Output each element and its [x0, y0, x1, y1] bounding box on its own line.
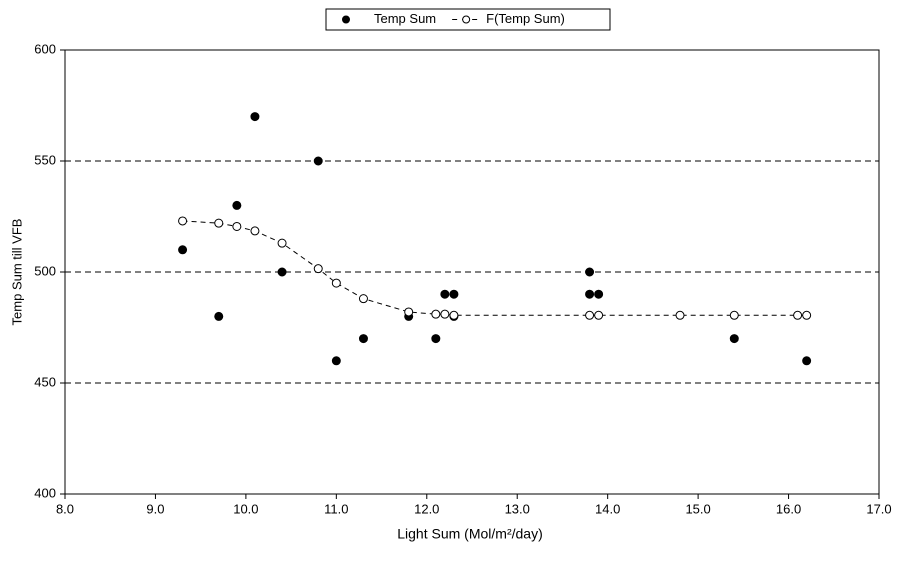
- x-tick-label: 15.0: [685, 501, 710, 516]
- data-point: [449, 289, 459, 299]
- data-point: [585, 267, 595, 277]
- data-point: [313, 264, 323, 274]
- x-tick-label: 11.0: [324, 501, 348, 516]
- data-point: [594, 289, 604, 299]
- x-tick-label: 13.0: [505, 501, 530, 516]
- data-point: [214, 218, 224, 228]
- data-point: [277, 267, 287, 277]
- data-point: [313, 156, 323, 166]
- data-point: [250, 112, 260, 122]
- data-point: [802, 310, 812, 320]
- data-point: [431, 334, 441, 344]
- x-axis-label: Light Sum (Mol/m²/day): [397, 526, 542, 542]
- data-point: [440, 289, 450, 299]
- x-tick-label: 17.0: [866, 501, 891, 516]
- data-point: [331, 356, 341, 366]
- data-point: [277, 238, 287, 248]
- data-point: [232, 200, 242, 210]
- x-tick-label: 16.0: [776, 501, 801, 516]
- data-point: [431, 309, 441, 319]
- data-point: [440, 309, 450, 319]
- data-point: [250, 226, 260, 236]
- data-point: [793, 310, 803, 320]
- legend: Temp Sum F(Temp Sum): [325, 8, 611, 31]
- data-point: [331, 278, 341, 288]
- data-point: [232, 221, 242, 231]
- y-tick-label: 450: [34, 374, 56, 389]
- data-point: [585, 289, 595, 299]
- x-tick-label: 14.0: [595, 501, 620, 516]
- x-tick-label: 9.0: [146, 501, 164, 516]
- series-line: [182, 220, 807, 316]
- legend-marker: [342, 15, 350, 24]
- data-point: [449, 310, 459, 320]
- data-point: [358, 294, 368, 304]
- data-point: [729, 334, 739, 344]
- data-point: [404, 307, 414, 317]
- data-point: [594, 310, 604, 320]
- legend-marker: [462, 15, 471, 24]
- y-tick-label: 550: [34, 152, 56, 167]
- data-point: [675, 310, 685, 320]
- y-tick-label: 400: [34, 485, 56, 500]
- plot-frame: [64, 49, 880, 495]
- data-point: [729, 310, 739, 320]
- x-tick-label: 8.0: [56, 501, 74, 516]
- data-point: [214, 311, 224, 321]
- legend-label: Temp Sum: [374, 11, 436, 26]
- y-tick-label: 500: [34, 263, 56, 278]
- legend-label: F(Temp Sum): [486, 11, 565, 26]
- data-point: [585, 310, 595, 320]
- data-point: [802, 356, 812, 366]
- data-point: [178, 216, 188, 226]
- y-axis-label: Temp Sum till VFB: [9, 219, 24, 326]
- data-point: [178, 245, 188, 255]
- x-tick-label: 10.0: [233, 501, 258, 516]
- y-tick-label: 600: [34, 41, 56, 56]
- data-point: [358, 334, 368, 344]
- x-tick-label: 12.0: [414, 501, 439, 516]
